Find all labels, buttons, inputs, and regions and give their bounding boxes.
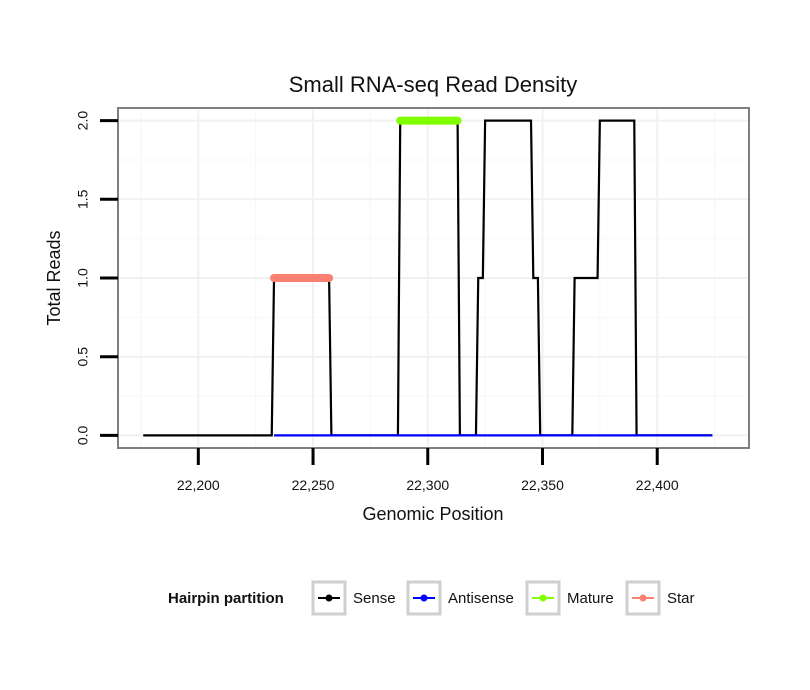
chart-title: Small RNA-seq Read Density (289, 72, 578, 97)
legend-label-sense: Sense (353, 590, 396, 607)
grid-lines (119, 109, 748, 447)
y-tick-label: 1.0 (75, 268, 91, 288)
legend-point-sense (325, 594, 333, 602)
series-sense (143, 119, 713, 437)
axes: 0.0 0.5 1.0 1.5 2.0 22,200 22,250 22,300 22,350 2… (75, 111, 679, 493)
legend: Hairpin partition Sense Antisense Mature Sta… (168, 580, 695, 616)
legend-point-mature (539, 594, 547, 602)
y-tick-label: 0.5 (75, 347, 91, 367)
y-tick-label: 2.0 (75, 111, 91, 131)
x-tick-label: 22,350 (521, 477, 564, 493)
y-tick-label: 1.5 (75, 189, 91, 209)
x-tick-label: 22,400 (636, 477, 679, 493)
legend-label-star: Star (667, 590, 695, 607)
legend-title: Hairpin partition (168, 590, 284, 607)
legend-point-star (639, 594, 647, 602)
x-axis-title: Genomic Position (362, 504, 503, 524)
y-tick-label: 0.0 (75, 425, 91, 445)
x-tick-label: 22,300 (406, 477, 449, 493)
series-layer (143, 116, 713, 437)
legend-label-antisense: Antisense (448, 590, 514, 607)
x-tick-label: 22,200 (177, 477, 220, 493)
legend-label-mature: Mature (567, 590, 614, 607)
y-axis-title: Total Reads (44, 230, 64, 325)
legend-point-antisense (420, 594, 428, 602)
x-tick-label: 22,250 (292, 477, 335, 493)
